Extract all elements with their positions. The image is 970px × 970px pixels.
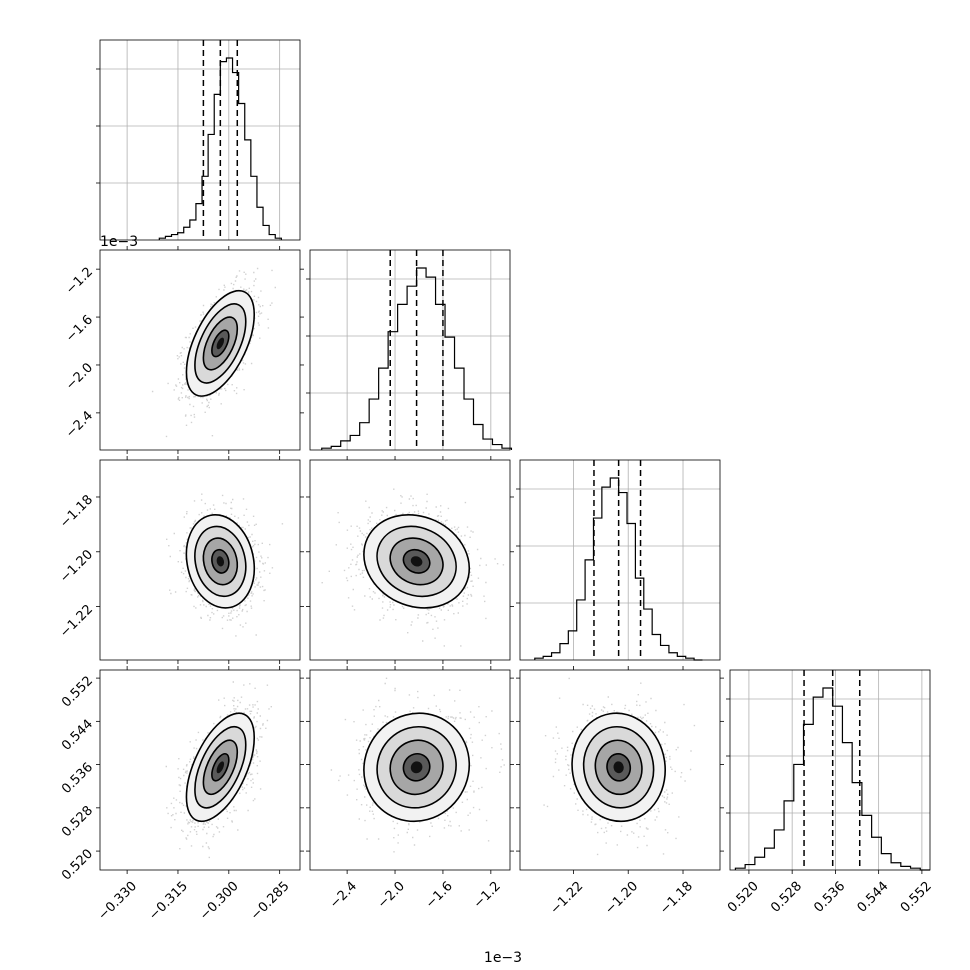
panel-frame: [309, 249, 511, 451]
scatter-panel-p3-vs-p0: [96, 666, 304, 874]
contour-line: [389, 537, 444, 586]
contour-line: [402, 548, 431, 574]
panel-frame: [519, 459, 721, 661]
contour-line: [194, 525, 247, 598]
y-tick-label-p3: 0.552: [59, 674, 96, 711]
hist-panel-p3: [726, 669, 931, 871]
histogram-p1: [321, 267, 513, 450]
contour-line: [202, 739, 239, 796]
y-tick-label-p2: −1.18: [57, 492, 96, 531]
x-tick-label-p0: −0.300: [197, 879, 242, 924]
panel-content: [321, 488, 505, 647]
contour-line: [582, 725, 655, 809]
panel-frame: [99, 249, 301, 451]
panel-frame: [99, 459, 301, 661]
scatter-panel-p2-vs-p1: [306, 456, 514, 664]
density-band: [613, 761, 624, 774]
x-tick-label-p2: −1.18: [657, 879, 696, 918]
contour-line: [185, 289, 256, 397]
panel-frame: [519, 669, 721, 871]
x-tick-label-p3: 0.528: [768, 879, 805, 916]
y-tick-label-p1: −1.6: [63, 313, 96, 346]
x-tick-label-p0: −0.285: [248, 879, 293, 924]
contour-line: [202, 537, 239, 586]
panel-frame: [309, 669, 511, 871]
contour-line: [211, 752, 230, 782]
x-tick-label-p3: 0.544: [855, 879, 892, 916]
contour-line: [194, 725, 247, 809]
x-tick-label-p0: −0.330: [95, 879, 140, 924]
panel-frame: [729, 669, 931, 871]
contour-line: [606, 752, 632, 782]
contour-line: [363, 513, 471, 609]
y-tick-label-p2: −1.22: [57, 602, 96, 641]
scatter-panel-p1-vs-p0: [96, 246, 304, 454]
scatter-panel-p2-vs-p0: [96, 456, 304, 664]
panel-content: [166, 493, 284, 637]
panel-content: [543, 677, 696, 856]
x-tick-label-p1: −1.6: [423, 879, 456, 912]
x-tick-label-p1: −2.0: [375, 879, 408, 912]
y-tick-label-p3: 0.544: [59, 717, 96, 754]
bottom-offset-text: 1e−3: [484, 950, 522, 966]
contour-line: [202, 316, 239, 371]
y-tick-label-p3: 0.536: [59, 760, 96, 797]
contour-line: [376, 525, 457, 598]
x-tick-label-p3: 0.536: [811, 879, 848, 916]
contour-line: [571, 712, 667, 823]
left-offset-text: 1e−3: [100, 234, 138, 250]
contour-line: [389, 739, 444, 796]
contour-line: [594, 739, 643, 796]
x-tick-label-p3: 0.552: [898, 879, 935, 916]
y-tick-label-p1: −2.0: [63, 360, 96, 393]
histogram-p0: [158, 57, 282, 240]
contour-line: [211, 329, 230, 358]
contour-line: [194, 303, 247, 384]
scatter-panel-p3-vs-p2: [516, 666, 724, 874]
density-band: [216, 556, 225, 567]
panel-content: [151, 267, 276, 438]
hist-panel-p2: [516, 459, 721, 661]
contour-line: [185, 712, 256, 823]
x-tick-label-p0: −0.315: [146, 879, 191, 924]
hist-panel-p1: [306, 249, 513, 451]
panel-content: [165, 681, 272, 859]
density-band: [216, 761, 225, 774]
panel-frame: [99, 669, 301, 871]
contour-line: [376, 725, 457, 809]
panel-frame: [309, 459, 511, 661]
hist-panel-p0: [96, 39, 301, 241]
y-tick-label-p3: 0.520: [59, 847, 96, 884]
x-tick-label-p3: 0.520: [725, 879, 762, 916]
x-tick-label-p1: −2.4: [327, 879, 360, 912]
contour-line: [402, 752, 431, 782]
x-tick-label-p1: −1.2: [471, 879, 504, 912]
histogram-p3: [734, 687, 930, 871]
density-band: [410, 761, 423, 774]
y-tick-label-p3: 0.528: [59, 803, 96, 840]
contour-line: [363, 712, 471, 823]
density-band: [410, 556, 423, 567]
panel-frame: [99, 39, 301, 241]
histogram-p2: [534, 477, 703, 661]
contour-line: [211, 548, 230, 574]
x-tick-label-p2: −1.20: [602, 879, 641, 918]
scatter-panel-p3-vs-p1: [306, 666, 514, 874]
contour-line: [185, 513, 256, 609]
density-band: [216, 337, 225, 350]
y-tick-label-p2: −1.20: [57, 547, 96, 586]
x-tick-label-p2: −1.22: [548, 879, 587, 918]
y-tick-label-p1: −2.4: [63, 408, 96, 441]
panel-content: [330, 677, 505, 853]
y-tick-label-p1: −1.2: [63, 265, 96, 298]
